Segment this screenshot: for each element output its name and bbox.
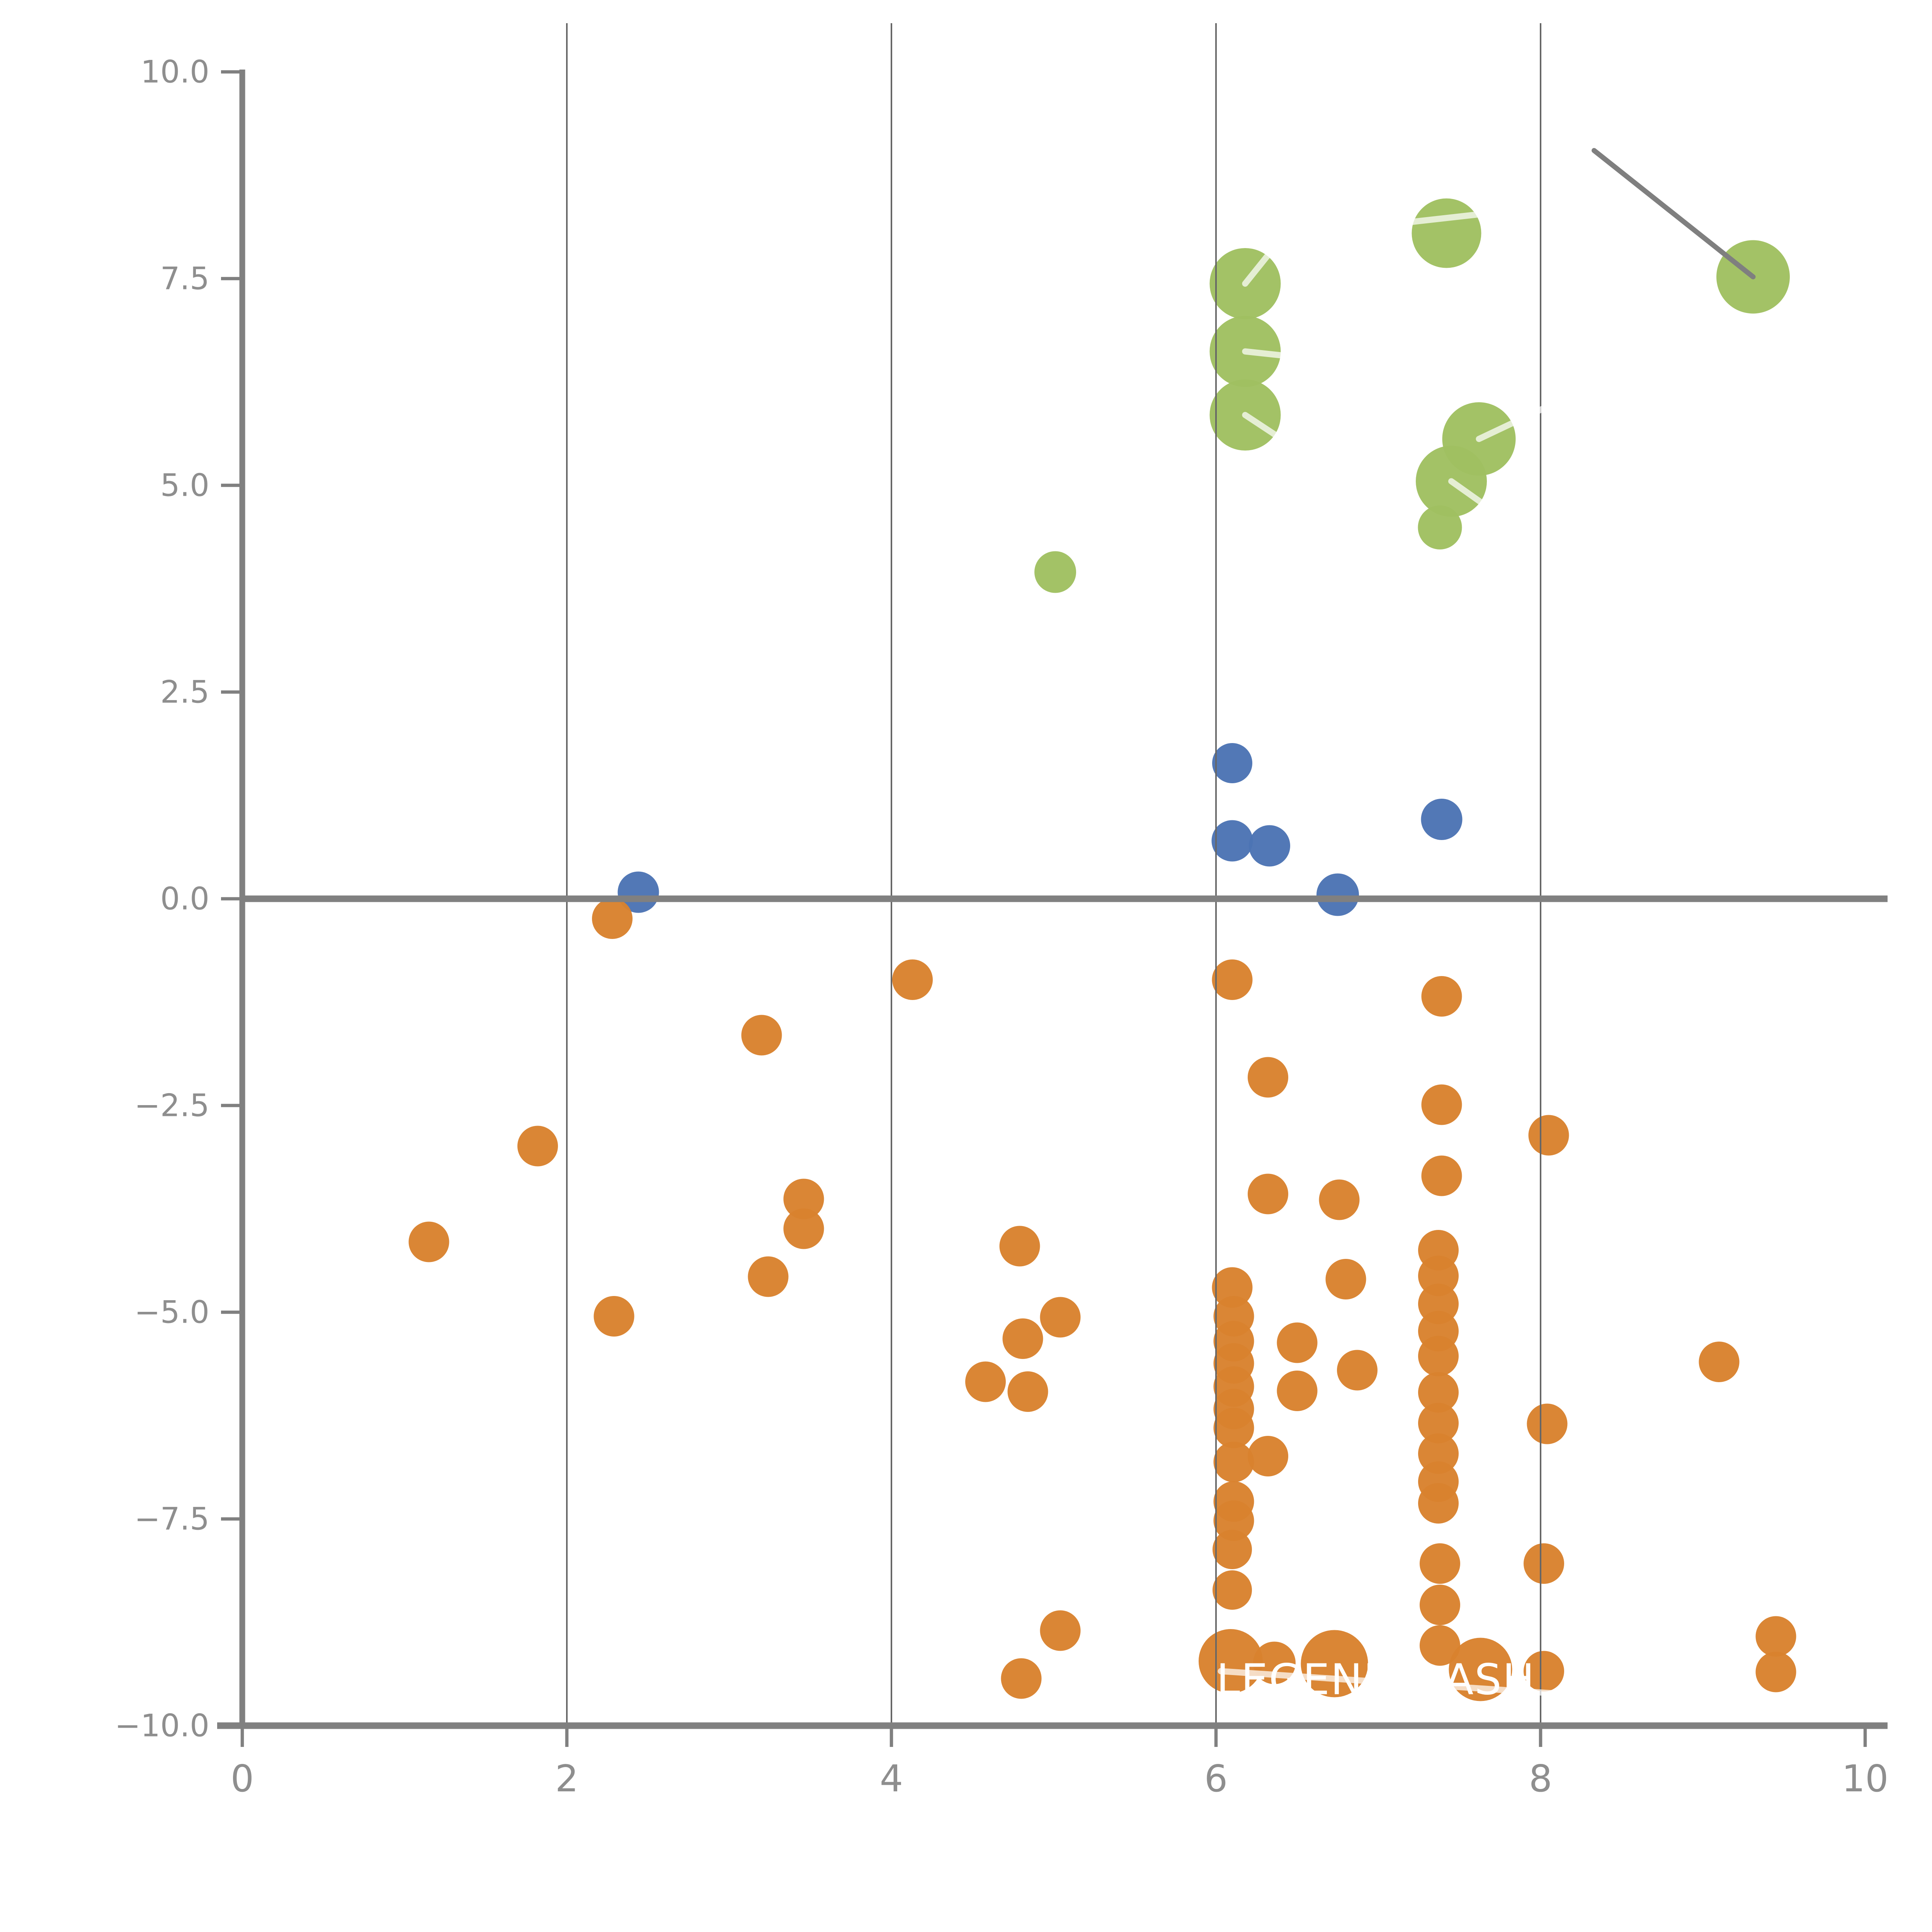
x-tick-label: 10 [1842, 1758, 1889, 1800]
y-tick-label: 7.5 [160, 261, 209, 297]
data-point-orange [1418, 1403, 1459, 1444]
data-point-orange [1001, 1658, 1042, 1699]
data-point-orange [1213, 1500, 1254, 1541]
data-point-orange [1319, 1179, 1360, 1220]
x-tick-label: 4 [880, 1758, 903, 1800]
data-point-orange [1325, 1259, 1366, 1299]
data-point-orange [1527, 1403, 1568, 1444]
data-point-orange [1420, 1543, 1460, 1584]
data-point-orange [1277, 1322, 1318, 1363]
x-tick-label: 2 [555, 1758, 578, 1800]
data-point-orange [1418, 1372, 1459, 1413]
data-point-orange [517, 1126, 558, 1167]
y-tick-label: −2.5 [134, 1088, 209, 1124]
y-tick-label: −10.0 [115, 1708, 209, 1744]
data-point-green [1034, 551, 1076, 593]
data-point-orange [594, 1296, 634, 1337]
data-point-orange [1040, 1297, 1081, 1338]
white-leader-line [1218, 1668, 1607, 1700]
data-point-orange [1421, 976, 1462, 1017]
annotations-layer: LEGEND DASH [1216, 148, 1756, 1704]
data-point-orange [965, 1361, 1006, 1402]
data-point-orange [1418, 1255, 1459, 1296]
data-point-orange [408, 1221, 449, 1262]
data-point-orange [741, 1015, 782, 1056]
data-point-orange [1007, 1371, 1048, 1412]
data-point-blue [1421, 799, 1463, 840]
white-leader-line [1404, 209, 1498, 226]
data-point-orange [1337, 1350, 1378, 1391]
data-point-blue [617, 871, 659, 913]
data-point-orange [1248, 1436, 1288, 1476]
data-point-blue [1316, 873, 1359, 916]
gray-leader-line [1591, 148, 1756, 280]
data-point-orange [1213, 1530, 1252, 1569]
data-point-orange [1277, 1371, 1318, 1411]
data-point-orange [1524, 1543, 1564, 1584]
data-point-green [1418, 505, 1462, 549]
data-point-blue [1211, 820, 1253, 862]
data-point-orange [1248, 1057, 1288, 1098]
data-point-orange [1212, 959, 1253, 1000]
dots-layer [408, 198, 1796, 1701]
y-tick-label: 0.0 [160, 881, 209, 917]
y-tick-label: 5.0 [160, 468, 209, 503]
data-point-orange [1528, 1115, 1569, 1156]
data-point-orange [1755, 1616, 1796, 1657]
white-leader-line [1448, 478, 1524, 534]
data-point-blue [1248, 825, 1290, 867]
data-point-orange [748, 1256, 789, 1297]
data-point-orange [783, 1208, 824, 1249]
x-tick-label: 6 [1204, 1758, 1228, 1800]
y-tick-label: 2.5 [160, 674, 209, 710]
data-point-orange [1248, 1173, 1288, 1214]
data-point-orange [1002, 1318, 1043, 1359]
y-tick-label: 10.0 [141, 54, 209, 90]
data-point-orange [1213, 1408, 1254, 1448]
data-point-green [1412, 198, 1481, 268]
white-leader-line [1242, 412, 1320, 465]
x-tick-label: 8 [1529, 1758, 1552, 1800]
data-point-orange [1418, 1483, 1459, 1524]
data-point-orange [1213, 1570, 1252, 1610]
y-tick-label: −7.5 [134, 1501, 209, 1537]
axes-layer: 10.0 7.5 5.0 2.5 0.0 −2.5 −5.0 −7.5 −10.0 0 2 4 6 8 10 [115, 54, 1889, 1801]
gridlines-layer [566, 23, 1542, 1726]
watermark-text: LEGEND DASH [1216, 1655, 1536, 1704]
white-leader-line [1242, 226, 1293, 287]
data-point-orange [1421, 1084, 1462, 1125]
x-tick-label: 0 [231, 1758, 254, 1800]
data-point-orange [1699, 1342, 1740, 1382]
white-leader-line [1242, 348, 1339, 364]
data-point-orange [1420, 1625, 1460, 1666]
white-leader-line [1476, 401, 1555, 442]
data-point-orange [1421, 1155, 1462, 1196]
data-point-orange [1213, 1442, 1254, 1482]
data-point-orange [1420, 1585, 1460, 1625]
data-point-orange [1524, 1651, 1564, 1692]
data-point-orange [783, 1179, 824, 1219]
data-point-orange [1040, 1610, 1081, 1651]
data-point-orange [999, 1226, 1040, 1267]
data-point-orange [892, 959, 933, 1000]
data-point-orange [1212, 1267, 1253, 1308]
data-point-orange [1199, 1629, 1263, 1693]
data-point-orange [592, 898, 633, 939]
data-point-blue [1212, 743, 1252, 783]
data-point-orange [1418, 1336, 1459, 1376]
y-tick-label: −5.0 [134, 1294, 209, 1330]
data-point-orange [1418, 1433, 1459, 1474]
data-point-orange [1755, 1651, 1796, 1692]
